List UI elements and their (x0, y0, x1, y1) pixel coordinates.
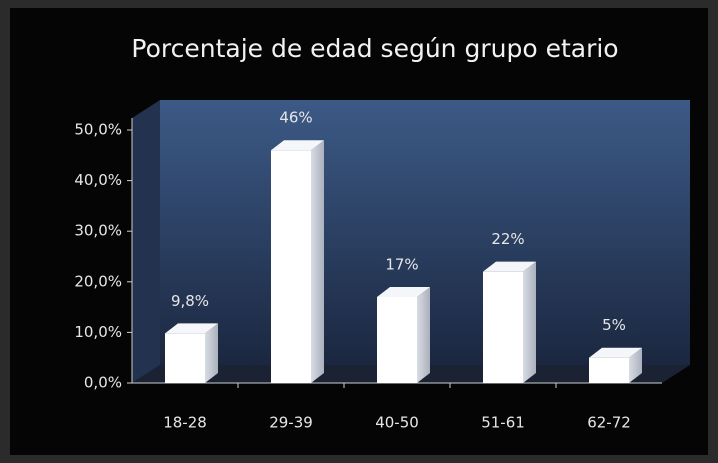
value-label: 46% (279, 109, 312, 127)
x-tick-label: 40-50 (375, 414, 419, 432)
bar-side (417, 286, 430, 383)
y-tick-label: 30,0% (74, 222, 122, 240)
x-tick-label: 29-39 (269, 414, 313, 432)
y-tick-label: 10,0% (74, 323, 122, 341)
x-tick-label: 51-61 (481, 414, 525, 432)
value-label: 17% (385, 255, 418, 273)
bar (377, 296, 417, 383)
value-label: 22% (491, 230, 524, 248)
y-tick-label: 50,0% (74, 121, 122, 139)
bar-top (271, 140, 324, 151)
value-label: 5% (602, 316, 626, 334)
side-wall (132, 100, 160, 383)
bar-top (483, 261, 536, 272)
bar (483, 271, 523, 383)
x-tick-label: 18-28 (163, 414, 207, 432)
bar (165, 333, 205, 383)
x-tick-label: 62-72 (587, 414, 631, 432)
value-label: 9,8% (171, 292, 209, 310)
y-tick-label: 20,0% (74, 272, 122, 290)
bar (589, 357, 629, 383)
bar-top (377, 286, 430, 297)
bar-top (165, 323, 218, 334)
bar-top (589, 347, 642, 358)
bar-side (523, 261, 536, 383)
bar-side (311, 140, 324, 383)
y-tick-label: 0,0% (84, 374, 122, 392)
bar-side (629, 347, 642, 383)
bar-side (205, 323, 218, 383)
chart-title: Porcentaje de edad según grupo etario (131, 34, 618, 63)
y-tick-label: 40,0% (74, 171, 122, 189)
bar (271, 150, 311, 383)
